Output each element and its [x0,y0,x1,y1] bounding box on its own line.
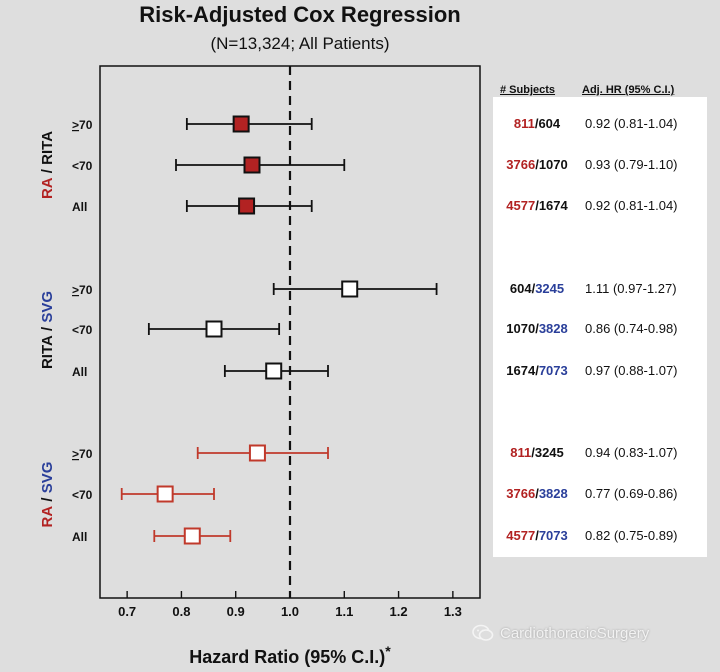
x-axis-label: Hazard Ratio (95% C.I.)* [189,643,391,667]
row-label: <70 [72,488,93,502]
x-tick-label-6: 1.3 [444,604,462,619]
hr-marker [232,115,250,133]
chart-title: Risk-Adjusted Cox Regression [139,2,461,27]
row-label: All [72,365,87,379]
subjects-column-header: # Subjects [500,84,556,96]
x-tick-label-5: 1.2 [390,604,408,619]
row-label: <70 [72,323,93,337]
subjects-cell: 604/3245 [509,281,565,296]
hr-cell: 1.11 (0.97-1.27) [585,281,677,296]
row-label: >70 [72,283,93,297]
subjects-cell: 811/3245 [510,445,564,460]
row-label: All [72,200,87,214]
hr-marker [183,527,201,545]
hr-marker [248,444,266,462]
hr-cell: 0.94 (0.83-1.07) [585,445,678,460]
row-label: >70 [72,447,93,461]
results-table-panel [493,97,707,557]
subjects-cell: 811/604 [513,116,561,131]
x-tick-label-4: 1.1 [335,604,353,619]
group-label: RA / RITA [39,131,56,199]
x-tick-label-1: 0.8 [172,604,190,619]
subjects-cell: 3766/1070 [506,157,568,172]
x-tick-label-0: 0.7 [118,604,136,619]
hr-cell: 0.77 (0.69-0.86) [585,486,678,501]
hr-cell: 0.93 (0.79-1.10) [585,157,678,172]
hr-marker [341,280,359,298]
row-label: >70 [72,118,93,132]
chart-subtitle: (N=13,324; All Patients) [210,34,390,53]
hr-marker [156,485,174,503]
subjects-cell: 1674/7073 [506,363,568,378]
watermark: CardiothoracicSurgery [472,624,649,642]
hr-cell: 0.92 (0.81-1.04) [585,198,678,213]
wechat-icon [472,624,494,641]
subjects-cell: 3766/3828 [506,486,568,501]
x-tick-label-3: 1.0 [281,604,299,619]
row-label: <70 [72,159,93,173]
hr-cell: 0.97 (0.88-1.07) [585,363,678,378]
subjects-cell: 1070/3828 [506,321,568,336]
row-label: All [72,530,87,544]
hr-cell: 0.82 (0.75-0.89) [585,528,678,543]
subjects-cell: 4577/7073 [506,528,568,543]
hr-cell: 0.86 (0.74-0.98) [585,321,678,336]
hr-cell: 0.92 (0.81-1.04) [585,116,678,131]
x-tick-label-2: 0.9 [227,604,245,619]
watermark-text: CardiothoracicSurgery [500,624,650,642]
group-label: RITA / SVG [39,291,56,369]
subjects-cell: 4577/1674 [506,198,568,213]
group-label: RA / SVG [39,462,56,528]
hr-marker [238,197,256,215]
hr-column-header: Adj. HR (95% C.I.) [582,84,675,96]
hr-marker [243,156,261,174]
hr-marker [205,320,223,338]
hr-marker [265,362,283,380]
